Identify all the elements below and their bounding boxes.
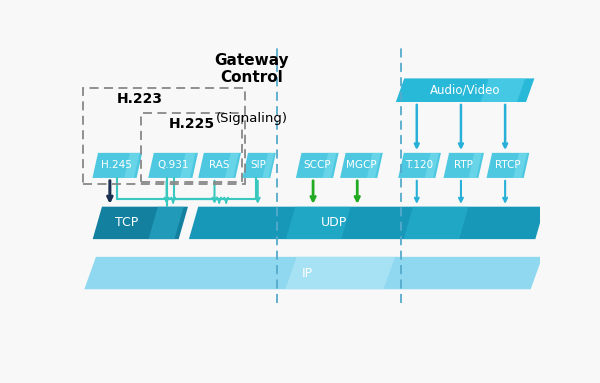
Polygon shape — [398, 153, 441, 178]
Polygon shape — [514, 153, 527, 178]
Text: SIP: SIP — [251, 160, 266, 170]
Polygon shape — [92, 207, 188, 239]
Text: TCP: TCP — [115, 216, 139, 229]
Polygon shape — [425, 153, 439, 178]
Polygon shape — [198, 153, 241, 178]
Text: H.223: H.223 — [116, 92, 163, 106]
Polygon shape — [481, 79, 526, 102]
Text: RTCP: RTCP — [494, 160, 520, 170]
Text: (Signaling): (Signaling) — [216, 112, 288, 125]
Polygon shape — [148, 153, 198, 178]
Polygon shape — [286, 207, 350, 239]
Polygon shape — [323, 153, 337, 178]
Polygon shape — [149, 207, 184, 239]
Text: MGCP: MGCP — [346, 160, 376, 170]
Text: Gateway
Control: Gateway Control — [214, 53, 289, 85]
Polygon shape — [285, 257, 395, 289]
Polygon shape — [340, 153, 383, 178]
Polygon shape — [180, 153, 196, 178]
Text: RAS: RAS — [209, 160, 229, 170]
Text: RTP: RTP — [454, 160, 473, 170]
Bar — [141, 113, 242, 182]
Text: Audio/Video: Audio/Video — [430, 84, 500, 97]
Polygon shape — [124, 153, 140, 178]
Polygon shape — [396, 79, 535, 102]
Bar — [83, 88, 245, 184]
Polygon shape — [404, 207, 469, 239]
Text: SCCP: SCCP — [303, 160, 331, 170]
Polygon shape — [487, 153, 529, 178]
Polygon shape — [242, 153, 276, 178]
Polygon shape — [367, 153, 380, 178]
Polygon shape — [262, 153, 274, 178]
Text: UDP: UDP — [321, 216, 347, 229]
Polygon shape — [189, 207, 545, 239]
Polygon shape — [84, 257, 542, 289]
Polygon shape — [225, 153, 239, 178]
Text: T.120: T.120 — [405, 160, 433, 170]
Polygon shape — [92, 153, 142, 178]
Text: Q.931: Q.931 — [157, 160, 188, 170]
Text: H.245: H.245 — [101, 160, 132, 170]
Polygon shape — [296, 153, 338, 178]
Polygon shape — [443, 153, 484, 178]
Text: H.225: H.225 — [169, 118, 215, 131]
Polygon shape — [469, 153, 482, 178]
Text: IP: IP — [302, 267, 313, 280]
